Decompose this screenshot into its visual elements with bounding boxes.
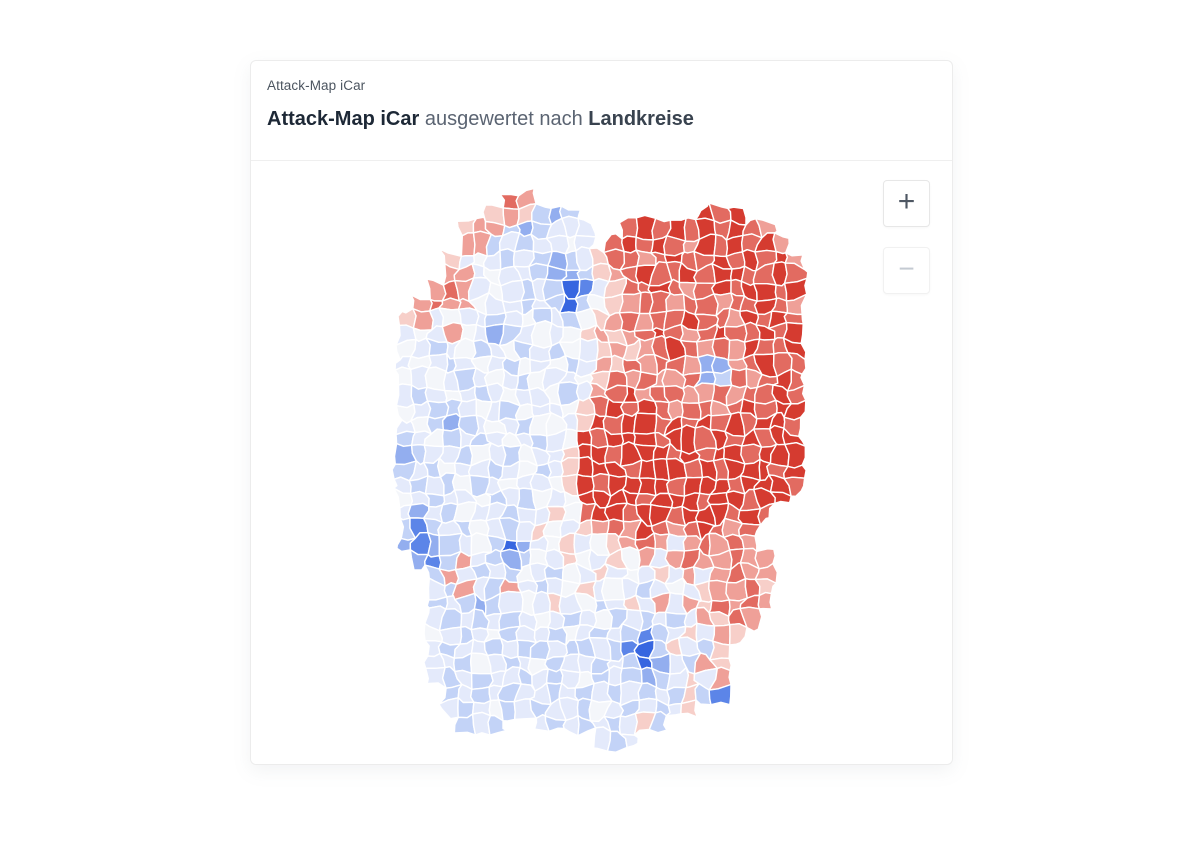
district-cell[interactable] [497, 590, 524, 615]
district-cell[interactable] [621, 235, 637, 254]
plus-icon: + [897, 185, 916, 218]
district-cell[interactable] [608, 665, 623, 687]
minus-icon: − [898, 252, 915, 284]
district-cell[interactable] [427, 531, 440, 558]
district-cell[interactable] [648, 710, 668, 734]
district-cell[interactable] [460, 232, 476, 257]
district-cell[interactable] [457, 307, 480, 327]
page-title: Attack-Map iCar ausgewertet nach Landkre… [267, 106, 936, 132]
title-dataset-name: Attack-Map iCar [267, 108, 420, 130]
district-cell[interactable] [619, 733, 639, 749]
card-eyebrow-label: Attack-Map iCar [267, 78, 366, 93]
district-cell[interactable] [709, 640, 731, 661]
district-cell[interactable] [708, 683, 732, 706]
district-cell[interactable] [737, 508, 762, 526]
district-cell[interactable] [665, 702, 683, 717]
germany-choropleth-map[interactable] [251, 161, 952, 764]
district-cell[interactable] [783, 476, 806, 497]
district-cell[interactable] [680, 424, 697, 455]
district-cell[interactable] [483, 637, 504, 657]
district-cell[interactable] [590, 519, 610, 535]
district-cell[interactable] [729, 368, 748, 389]
district-cell[interactable] [637, 682, 658, 701]
title-grouping-name: Landkreise [588, 108, 694, 130]
district-cell[interactable] [738, 522, 762, 537]
district-cell[interactable] [635, 398, 658, 415]
district-cell[interactable] [574, 217, 597, 238]
district-cell[interactable] [601, 577, 626, 602]
choropleth-map-area[interactable]: + − [251, 161, 952, 764]
district-cell[interactable] [725, 578, 748, 602]
district-cell[interactable] [487, 714, 508, 736]
district-cell[interactable] [739, 606, 763, 632]
district-cell[interactable] [680, 699, 698, 718]
district-cell[interactable] [772, 232, 790, 255]
district-cell[interactable] [753, 283, 778, 302]
district-cell[interactable] [633, 412, 658, 435]
district-cell[interactable] [457, 398, 478, 418]
district-cell[interactable] [665, 292, 686, 313]
district-cell[interactable] [729, 623, 748, 646]
district-cell[interactable] [578, 337, 599, 363]
district-cell[interactable] [528, 344, 553, 363]
district-cell[interactable] [426, 278, 447, 302]
district-cell[interactable] [394, 366, 413, 386]
zoom-in-button[interactable]: + [883, 180, 930, 227]
district-cell[interactable] [634, 697, 658, 715]
zoom-out-button[interactable]: − [883, 247, 930, 294]
title-middle-text: ausgewertet nach [419, 108, 589, 130]
district-cell[interactable] [576, 456, 594, 478]
district-cell[interactable] [769, 491, 792, 504]
district-cell[interactable] [706, 492, 730, 506]
district-cell[interactable] [783, 464, 807, 480]
district-cell[interactable] [560, 457, 580, 478]
district-cell[interactable] [545, 668, 564, 685]
district-cell[interactable] [757, 502, 776, 526]
district-cell[interactable] [618, 292, 642, 315]
card-header: Attack-Map iCar Attack-Map iCar ausgewer… [251, 61, 952, 161]
map-card: Attack-Map iCar Attack-Map iCar ausgewer… [250, 60, 953, 765]
district-cell[interactable] [664, 611, 688, 630]
district-cell[interactable] [441, 427, 462, 449]
district-cell[interactable] [663, 385, 686, 404]
district-cell[interactable] [470, 686, 492, 705]
district-cell[interactable] [757, 591, 773, 610]
